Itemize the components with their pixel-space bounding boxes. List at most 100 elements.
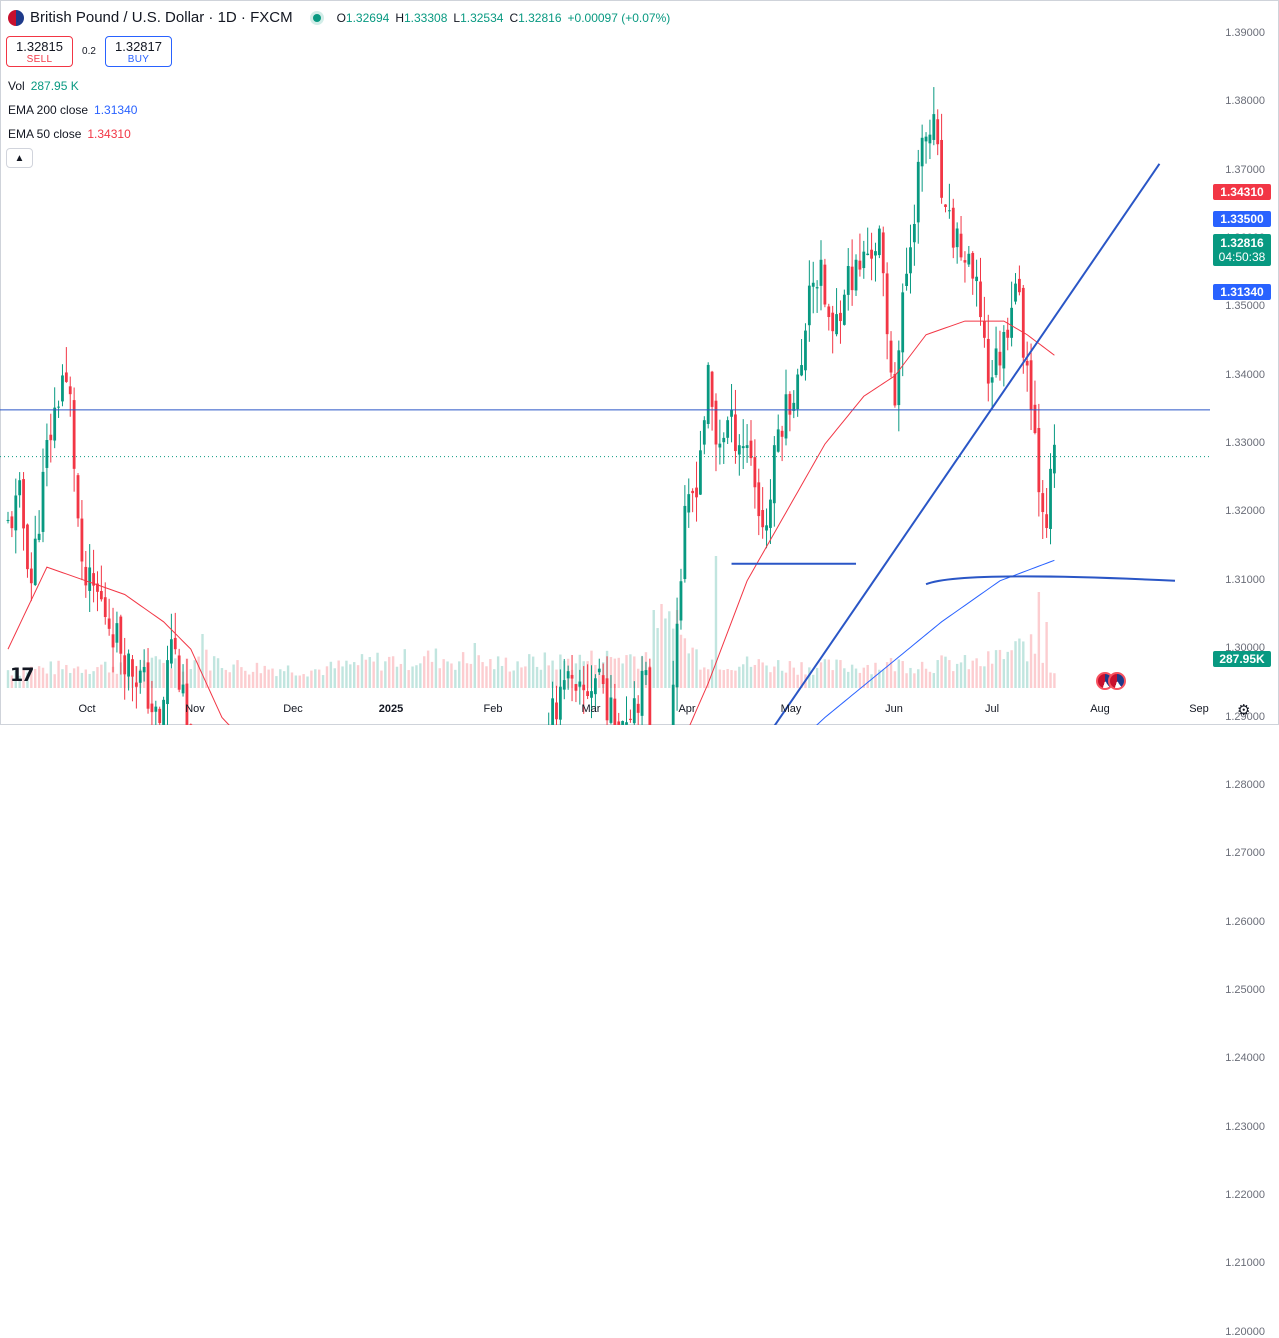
candle-body [998,351,1002,366]
volume-bar [22,668,25,688]
volume-bar [784,672,788,688]
volume-bar [629,654,632,688]
volume-bar [290,672,294,688]
candle-body [96,583,99,592]
volume-bar [228,672,231,688]
volume-bar [493,669,496,688]
volume-bar [45,673,49,688]
volume-bar [531,656,535,688]
buy-button[interactable]: 1.32817 BUY [105,36,172,67]
volume-bar [88,673,91,688]
buy-label: BUY [127,53,150,65]
tradingview-logo[interactable]: 17 [10,664,34,686]
candle-body [1010,307,1014,338]
sell-button[interactable]: 1.32815 SELL [6,36,73,67]
volume-bar [318,669,321,688]
volume-bar [633,656,636,688]
market-open-icon [312,13,321,22]
volume-bar [465,663,469,688]
price-tick-label: 1.29000 [1225,710,1265,723]
volume-bar [1033,653,1037,688]
volume-bar [812,674,815,688]
candle-body [695,487,698,498]
candle-body [870,249,873,259]
volume-bar [920,661,924,688]
volume-bar [321,675,325,688]
volume-bar [72,668,76,688]
candle-body [1002,331,1006,369]
candle-body [749,440,753,459]
economic-events[interactable] [1096,672,1126,690]
symbol-header[interactable]: British Pound / U.S. Dollar · 1D · FXCM … [8,9,670,26]
volume-bar [714,556,718,688]
volume-bar [423,656,426,688]
volume-bar [30,666,33,688]
volume-bar [765,665,768,688]
candle-body [909,247,912,274]
volume-bar [388,656,391,688]
volume-bar [617,657,620,688]
candle-body [33,538,37,585]
price-tick-label: 1.33000 [1225,437,1265,450]
volume-bar [777,660,780,688]
candle-body [49,434,53,441]
candle-body [146,662,150,709]
indicator-ema200[interactable]: EMA 200 close 1.31340 [8,103,137,117]
candle-body [166,660,169,705]
candle-body [586,691,590,697]
price-chart[interactable] [0,0,1279,725]
candle-body [640,670,644,716]
volume-bar [889,658,893,688]
volume-bar [197,656,200,688]
symbol-title[interactable]: British Pound / U.S. Dollar · 1D · FXCM [30,9,293,26]
candle-body [702,420,706,445]
volume-bar [745,656,749,688]
volume-bar [496,656,500,688]
candle-body [893,374,897,406]
gear-icon[interactable]: ⚙ [1237,702,1251,719]
indicator-volume[interactable]: Vol 287.95 K [8,79,79,93]
candle-body [68,386,72,395]
volume-bar [516,661,519,688]
volume-bar [279,669,282,688]
volume-bar [983,666,986,688]
candle-body [1006,329,1010,338]
volume-bar [528,654,531,688]
volume-bar [255,662,259,688]
candle-body [990,377,994,383]
candle-body [6,519,10,521]
volume-bar [349,664,352,688]
candle-body [691,490,695,494]
volume-bar [224,669,228,688]
volume-bar [80,672,84,688]
gbp-usd-flag-icon [8,9,24,26]
candle-body [963,260,967,263]
volume-bar [967,669,971,688]
candle-body [737,445,741,455]
candle-body [138,670,142,683]
candle-body [1045,514,1049,529]
candle-body [169,639,173,664]
sell-label: SELL [26,53,53,65]
volume-bar [1025,661,1029,688]
volume-bar [395,666,399,688]
indicator-ema50[interactable]: EMA 50 close 1.34310 [8,127,131,141]
candle-body [593,678,597,695]
time-tick-label: Jun [885,703,903,715]
volume-bar [310,670,313,688]
candle-body [955,228,959,248]
event-flag-icon [1108,672,1126,690]
candle-body [901,292,905,353]
candle-body [582,684,586,691]
volume-bar [57,660,60,688]
candle-body [854,259,858,291]
candle-body [761,510,765,528]
collapse-legend-button[interactable]: ▲ [6,148,33,168]
ohlc-item: H1.33308 [395,10,448,25]
volume-bar [337,660,340,688]
volume-bar [742,664,745,688]
candle-body [570,674,574,679]
volume-bar [547,665,550,688]
volume-bar [769,672,772,688]
volume-bar [866,664,869,688]
